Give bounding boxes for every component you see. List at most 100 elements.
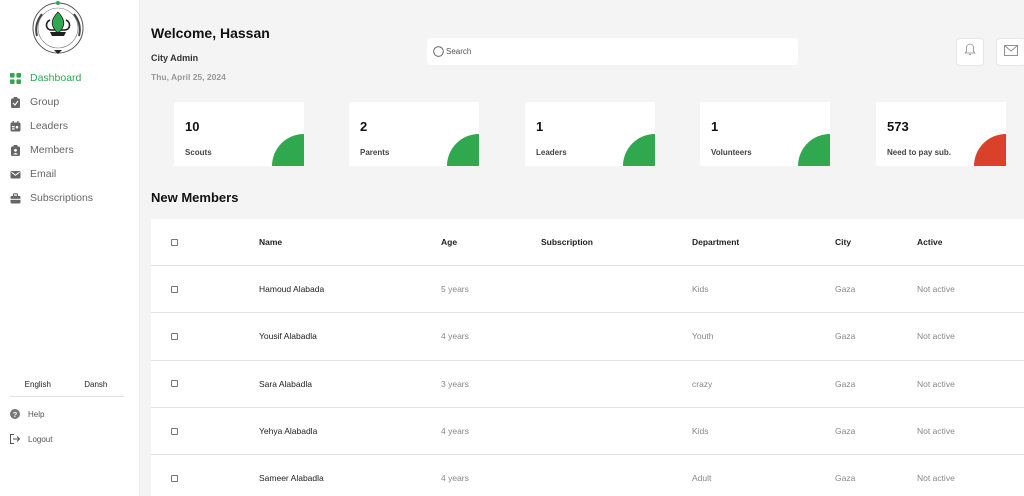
member-name: Sara Alabadla [259, 378, 312, 389]
sidebar-nav: Dashboard Group Leaders Members Email [0, 66, 140, 210]
stat-value: 2 [360, 119, 368, 134]
member-name: Hamoud Alabada [259, 284, 325, 295]
column-header-active[interactable]: Active [917, 237, 943, 247]
column-header-city[interactable]: City [835, 237, 852, 247]
grid-icon [10, 72, 21, 84]
member-age: 3 years [441, 378, 469, 389]
search-icon [433, 46, 444, 57]
member-city: Gaza [835, 331, 856, 342]
current-date: Thu, April 25, 2024 [151, 72, 226, 82]
search-input[interactable] [446, 47, 766, 56]
envelope-icon [1004, 43, 1018, 61]
sidebar-item-leaders[interactable]: Leaders [0, 114, 140, 138]
messages-button[interactable] [996, 38, 1024, 66]
search-bar[interactable] [427, 38, 798, 65]
stat-card-volunteers[interactable]: 1 Volunteers [700, 102, 830, 166]
section-title: New Members [151, 190, 239, 205]
select-all-checkbox[interactable] [171, 238, 178, 246]
sidebar-item-label: Members [30, 144, 74, 156]
row-select-cell [171, 408, 178, 454]
user-role: City Admin [151, 53, 199, 63]
row-select-cell [171, 266, 178, 312]
stat-label: Need to pay sub. [887, 148, 952, 157]
bell-icon [964, 43, 976, 61]
stat-value: 573 [887, 119, 909, 134]
stat-label: Parents [360, 148, 390, 157]
stat-label: Scouts [185, 148, 212, 157]
logout-label: Logout [28, 434, 53, 444]
language-danish[interactable]: Dansh [84, 380, 108, 389]
column-header-name[interactable]: Name [259, 237, 283, 247]
select-all-cell [171, 219, 178, 265]
help-link[interactable]: ? Help [10, 409, 44, 419]
table-row[interactable]: Hamoud Alabada 5 years Kids Gaza Not act… [151, 266, 1024, 314]
member-city: Gaza [835, 426, 856, 437]
column-header-age[interactable]: Age [441, 237, 458, 247]
stat-card-leaders[interactable]: 1 Leaders [525, 102, 655, 166]
member-department: crazy [692, 378, 713, 389]
calendar-user-icon [10, 120, 21, 132]
member-status: Not active [917, 331, 955, 342]
member-city: Gaza [835, 284, 856, 295]
scout-logo[interactable] [28, 0, 88, 56]
language-english[interactable]: English [24, 380, 51, 389]
member-name: Yehya Alabadla [259, 426, 318, 437]
member-name: Sameer Alabadla [259, 473, 324, 484]
member-status: Not active [917, 378, 955, 389]
row-checkbox[interactable] [171, 380, 178, 388]
sidebar-item-members[interactable]: Members [0, 138, 140, 162]
row-checkbox[interactable] [171, 474, 178, 482]
page-title: Welcome, Hassan [151, 25, 270, 41]
member-age: 5 years [441, 284, 469, 295]
sidebar-item-label: Email [30, 168, 57, 180]
sidebar-item-group[interactable]: Group [0, 90, 140, 114]
stat-indicator [798, 134, 830, 166]
stat-label: Volunteers [711, 148, 752, 157]
sidebar-item-subscriptions[interactable]: Subscriptions [0, 186, 140, 210]
member-department: Adult [692, 473, 712, 484]
logout-icon [10, 434, 20, 444]
mail-icon [10, 169, 21, 180]
member-status: Not active [917, 426, 955, 437]
members-table: Name Age Subscription Department City Ac… [151, 219, 1024, 496]
sidebar-item-label: Dashboard [30, 72, 82, 84]
table-row[interactable]: Sameer Alabadla 4 years Adult Gaza Not a… [151, 455, 1024, 496]
stat-indicator [623, 134, 655, 166]
sidebar-item-label: Subscriptions [30, 192, 94, 204]
member-department: Youth [692, 331, 714, 342]
stat-card-parents[interactable]: 2 Parents [349, 102, 479, 166]
row-checkbox[interactable] [171, 427, 178, 435]
member-city: Gaza [835, 473, 856, 484]
sidebar-item-label: Leaders [30, 120, 68, 132]
row-select-cell [171, 455, 178, 496]
stat-value: 1 [711, 119, 719, 134]
member-name: Yousif Alabadla [259, 331, 317, 342]
stat-indicator [974, 134, 1006, 166]
column-header-subscription[interactable]: Subscription [541, 237, 593, 247]
member-age: 4 years [441, 426, 469, 437]
row-checkbox[interactable] [171, 285, 178, 293]
stat-card-unpaid[interactable]: 573 Need to pay sub. [876, 102, 1006, 166]
table-row[interactable]: Sara Alabadla 3 years crazy Gaza Not act… [151, 361, 1024, 408]
table-header: Name Age Subscription Department City Ac… [151, 219, 1024, 266]
briefcase-icon [10, 192, 21, 204]
help-label: Help [28, 409, 45, 419]
sidebar-item-label: Group [30, 96, 60, 108]
member-status: Not active [917, 473, 955, 484]
row-checkbox[interactable] [171, 332, 178, 340]
sidebar: Dashboard Group Leaders Members Email [0, 0, 140, 496]
table-row[interactable]: Yehya Alabadla 4 years Kids Gaza Not act… [151, 408, 1024, 456]
column-header-department[interactable]: Department [692, 237, 740, 247]
logout-link[interactable]: Logout [10, 434, 52, 444]
member-department: Kids [692, 284, 709, 295]
row-select-cell [171, 361, 178, 407]
table-row[interactable]: Yousif Alabadla 4 years Youth Gaza Not a… [151, 313, 1024, 361]
sidebar-item-dashboard[interactable]: Dashboard [0, 66, 140, 90]
member-city: Gaza [835, 378, 856, 389]
clipboard-icon [10, 96, 21, 108]
sidebar-item-email[interactable]: Email [0, 162, 140, 186]
stat-card-scouts[interactable]: 10 Scouts [174, 102, 304, 166]
stat-indicator [447, 134, 479, 166]
notifications-button[interactable] [956, 38, 984, 66]
member-status: Not active [917, 284, 955, 295]
